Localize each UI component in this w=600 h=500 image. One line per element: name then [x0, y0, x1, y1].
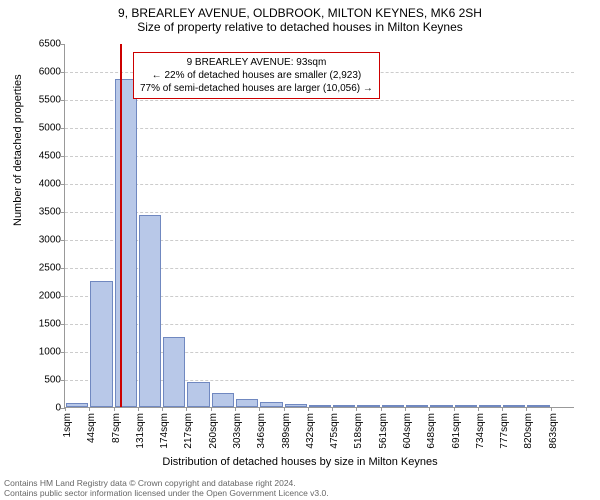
chart-plot-area: 0500100015002000250030003500400045005000…	[64, 44, 574, 408]
y-tick-label: 6000	[31, 67, 65, 78]
histogram-bar	[90, 281, 112, 407]
histogram-bar	[430, 405, 452, 407]
histogram-bar	[333, 405, 355, 407]
y-tick-label: 1500	[31, 319, 65, 330]
y-tick-label: 5500	[31, 95, 65, 106]
histogram-bar	[406, 405, 428, 407]
grid-line	[65, 212, 574, 213]
y-tick-label: 4000	[31, 179, 65, 190]
property-marker-line	[120, 44, 122, 407]
chart-title-address: 9, BREARLEY AVENUE, OLDBROOK, MILTON KEY…	[0, 6, 600, 20]
grid-line	[65, 100, 574, 101]
y-axis-label: Number of detached properties	[12, 74, 24, 226]
annotation-line3: 77% of semi-detached houses are larger (…	[140, 82, 373, 95]
histogram-bar	[357, 405, 379, 407]
grid-line	[65, 128, 574, 129]
histogram-bar	[455, 405, 477, 407]
footer-line2: Contains public sector information licen…	[4, 488, 329, 498]
y-tick-label: 4500	[31, 151, 65, 162]
footer-attribution: Contains HM Land Registry data © Crown c…	[4, 478, 329, 498]
y-tick-label: 5000	[31, 123, 65, 134]
histogram-bar	[139, 215, 161, 407]
grid-line	[65, 184, 574, 185]
histogram-bar	[503, 405, 525, 407]
annotation-line2: ← 22% of detached houses are smaller (2,…	[140, 69, 373, 82]
histogram-bar	[260, 402, 282, 407]
annotation-box: 9 BREARLEY AVENUE: 93sqm← 22% of detache…	[133, 52, 380, 99]
chart-title-subtitle: Size of property relative to detached ho…	[0, 20, 600, 34]
y-tick-label: 0	[31, 403, 65, 414]
y-tick-label: 3500	[31, 207, 65, 218]
y-tick-label: 500	[31, 375, 65, 386]
y-tick-label: 2000	[31, 291, 65, 302]
footer-line1: Contains HM Land Registry data © Crown c…	[4, 478, 329, 488]
grid-line	[65, 156, 574, 157]
histogram-bar	[527, 405, 549, 407]
histogram-bar	[115, 79, 137, 407]
histogram-bar	[187, 382, 209, 407]
histogram-bar	[163, 337, 185, 407]
x-axis-label: Distribution of detached houses by size …	[0, 456, 600, 468]
histogram-bar	[382, 405, 404, 407]
histogram-bar	[66, 403, 88, 407]
y-tick-label: 3000	[31, 235, 65, 246]
y-tick-label: 1000	[31, 347, 65, 358]
histogram-bar	[285, 404, 307, 407]
annotation-line1: 9 BREARLEY AVENUE: 93sqm	[140, 56, 373, 69]
histogram-bar	[309, 405, 331, 407]
histogram-bar	[479, 405, 501, 407]
histogram-bar	[236, 399, 258, 407]
histogram-bar	[212, 393, 234, 407]
y-tick-label: 6500	[31, 39, 65, 50]
y-tick-label: 2500	[31, 263, 65, 274]
